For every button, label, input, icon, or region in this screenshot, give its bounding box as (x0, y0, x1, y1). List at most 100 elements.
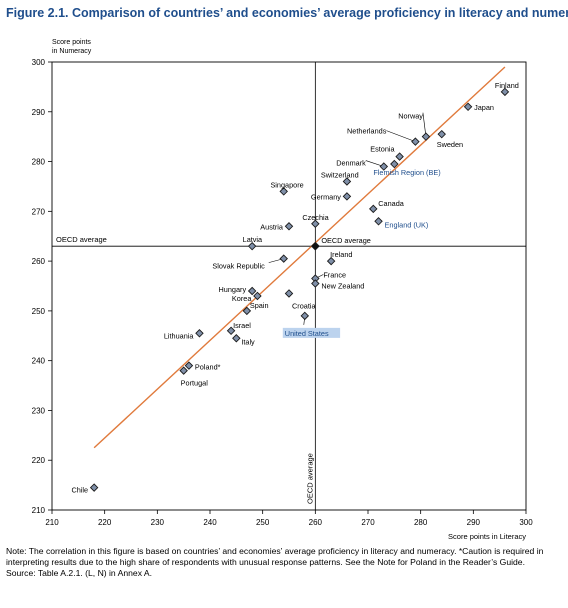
y-tick-label: 210 (32, 506, 46, 515)
oecd-average-y-label: OECD average (56, 235, 107, 244)
y-tick-label: 260 (32, 257, 46, 266)
data-point (342, 177, 352, 186)
y-axis-label-line: in Numeracy (52, 48, 92, 55)
y-tick-label: 230 (32, 406, 46, 415)
data-point (195, 329, 204, 338)
data-point (232, 334, 241, 343)
point-label: Portugal (181, 379, 209, 388)
point-label: Slovak Republic (212, 262, 265, 271)
point-label: Spain (250, 301, 269, 310)
point-label: Latvia (243, 235, 263, 244)
y-tick-label: 240 (32, 357, 46, 366)
point-label: France (323, 271, 346, 280)
data-point (279, 187, 288, 196)
data-point (421, 132, 431, 141)
source-text: Source: Table A.2.1. (L, N) in Annex A. (6, 568, 153, 578)
point-label: Austria (260, 222, 284, 231)
point-label: Czechia (302, 213, 329, 222)
data-point (184, 361, 194, 370)
data-point (369, 204, 378, 214)
point-label: Singapore (270, 180, 303, 189)
data-point (247, 286, 257, 296)
x-tick-label: 240 (203, 518, 217, 527)
oecd-average-x-label: OECD average (305, 453, 314, 504)
point-label: Sweden (437, 140, 463, 149)
data-point (247, 241, 257, 251)
label-leaders (268, 112, 427, 325)
data-point (284, 222, 294, 231)
y-tick-label: 290 (32, 108, 46, 117)
point-label: Chile (71, 486, 88, 495)
data-point (326, 256, 336, 266)
point-label: Canada (378, 199, 405, 208)
data-point (500, 87, 510, 97)
point-label: Korea (232, 294, 252, 303)
point-label: Ireland (330, 250, 352, 259)
point-label: Netherlands (347, 127, 387, 136)
data-point (411, 137, 420, 146)
oecd-average-point (310, 241, 320, 251)
point-label: Denmark (336, 159, 366, 168)
data-point (242, 306, 252, 316)
point-label: Croatia (292, 301, 316, 310)
point-label: Italy (241, 337, 255, 346)
note-text: Note: The correlation in this figure is … (6, 546, 544, 567)
x-tick-label: 250 (256, 518, 270, 527)
point-labels: Finland Japan Norway Sweden Netherlands Eston… (71, 81, 518, 495)
data-point (463, 102, 473, 112)
axes: 210 220 230 240 250 260 270 280 290 300 210 220 230 2… (32, 58, 534, 527)
point-label: Lithuania (164, 331, 195, 340)
point-label: Japan (474, 103, 494, 112)
y-tick-label: 300 (32, 58, 46, 67)
x-tick-label: 270 (361, 518, 375, 527)
x-tick-label: 210 (45, 518, 59, 527)
figure-title: Figure 2.1. Comparison of countries’ and… (6, 6, 568, 20)
data-point (311, 219, 320, 229)
x-tick-label: 290 (467, 518, 481, 527)
data-point (342, 192, 352, 201)
trend-line (93, 66, 506, 449)
y-axis-label-line: Score points (52, 39, 91, 46)
x-tick-label: 220 (98, 518, 112, 527)
point-label: England (UK) (385, 220, 429, 229)
point-label: Germany (311, 192, 341, 201)
data-point (253, 291, 262, 301)
data-point (390, 159, 399, 169)
point-label: Norway (398, 112, 423, 121)
x-tick-label: 300 (519, 518, 533, 527)
point-label: Israel (233, 321, 251, 330)
data-point (379, 162, 389, 171)
point-label: Estonia (370, 145, 395, 154)
x-tick-label: 260 (309, 518, 323, 527)
leader-line (386, 130, 416, 142)
label-highlight (282, 327, 341, 338)
y-axis-label: Score points in Numeracy (52, 39, 92, 55)
y-tick-label: 270 (32, 207, 46, 216)
point-label: New Zealand (321, 282, 364, 291)
data-point (374, 217, 383, 226)
plot-area (51, 61, 527, 511)
point-label: United States (285, 329, 329, 338)
data-points (89, 87, 510, 492)
data-point (311, 279, 320, 288)
x-axis-label: Score points in Literacy (448, 532, 526, 541)
point-label: Poland* (195, 363, 221, 372)
point-label: OECD average (321, 236, 370, 245)
x-tick-label: 280 (414, 518, 428, 527)
y-tick-label: 250 (32, 307, 46, 316)
data-point (300, 311, 310, 321)
point-label: Flemish Region (BE) (373, 168, 440, 177)
figure-notes: Note: The correlation in this figure is … (6, 546, 562, 579)
data-point (395, 152, 404, 161)
data-point (226, 326, 236, 336)
point-label: Hungary (219, 285, 247, 294)
y-tick-label: 220 (32, 456, 46, 465)
data-point (437, 129, 446, 139)
leader-line (422, 112, 427, 137)
y-tick-label: 280 (32, 158, 46, 167)
data-point (279, 254, 288, 263)
x-tick-label: 230 (151, 518, 165, 527)
point-label: Switzerland (321, 170, 359, 179)
trend-line-group (93, 66, 506, 449)
